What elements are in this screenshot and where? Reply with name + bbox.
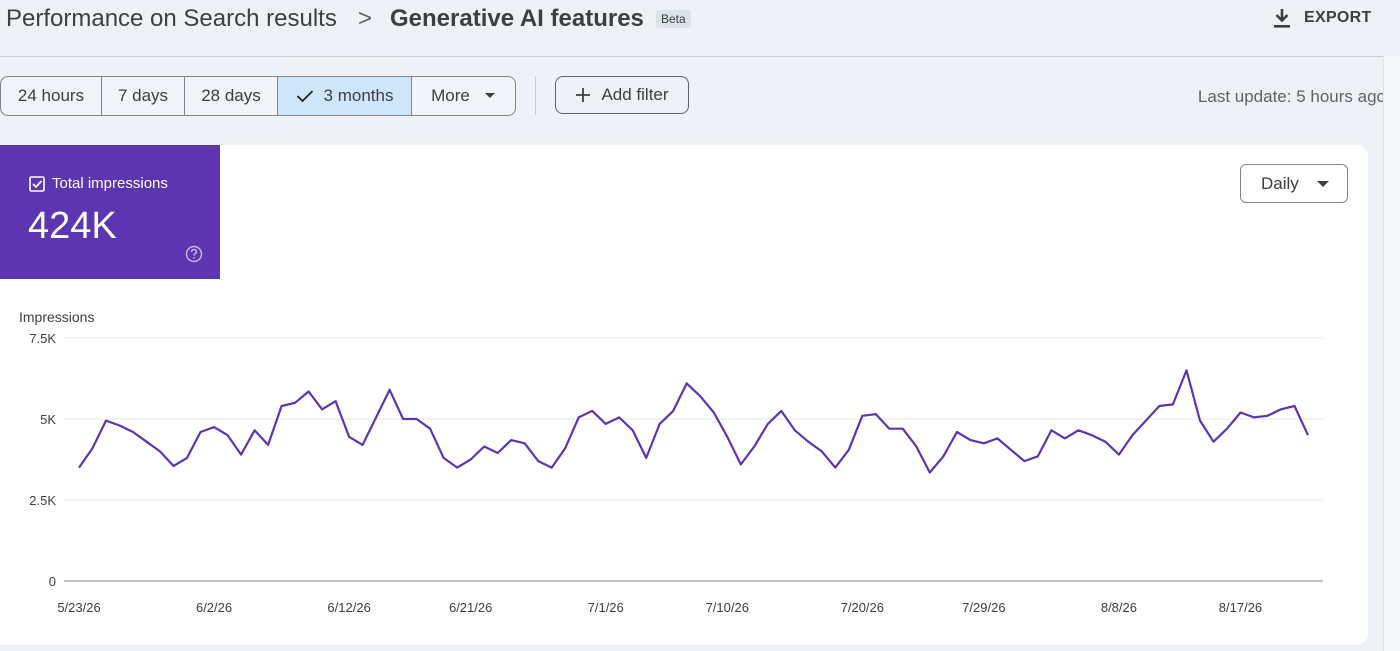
range-7-days-button[interactable]: 7 days bbox=[102, 77, 185, 115]
y-tick-label: 7.5K bbox=[29, 331, 56, 346]
scrollbar-track[interactable] bbox=[1383, 56, 1400, 651]
export-button[interactable]: EXPORT bbox=[1272, 6, 1372, 30]
toolbar-divider bbox=[535, 76, 536, 115]
impressions-chart: Impressions 0 2.5K 5K 7.5K 5/23/26 6/2/26 6/1… bbox=[19, 309, 1323, 615]
breadcrumb-separator: > bbox=[358, 5, 373, 32]
export-label: EXPORT bbox=[1304, 9, 1372, 26]
range-label: 24 hours bbox=[17, 86, 85, 105]
metric-value: 424K bbox=[28, 205, 117, 247]
impressions-series-line[interactable] bbox=[78, 369, 1309, 474]
range-label: 28 days bbox=[201, 86, 261, 105]
range-label: More bbox=[431, 86, 470, 105]
page-header: Performance on Search results > Generati… bbox=[0, 0, 1400, 57]
y-axis-label: Impressions bbox=[19, 309, 94, 325]
x-tick-label: 7/20/26 bbox=[841, 600, 884, 615]
x-tick-label: 8/8/26 bbox=[1101, 600, 1137, 615]
date-range-selector: 24 hours 7 days 28 days 3 months More bbox=[0, 76, 516, 116]
range-3-months-button[interactable]: 3 months bbox=[278, 77, 412, 115]
help-icon[interactable] bbox=[185, 245, 203, 263]
x-tick-label: 6/2/26 bbox=[196, 600, 232, 615]
x-tick-label: 7/10/26 bbox=[706, 600, 749, 615]
metric-total-impressions[interactable]: Total impressions 424K bbox=[0, 145, 220, 279]
x-tick-label: 7/1/26 bbox=[588, 600, 624, 615]
x-tick-label: 6/12/26 bbox=[327, 600, 370, 615]
page-title: Generative AI features bbox=[390, 5, 644, 32]
range-24-hours-button[interactable]: 24 hours bbox=[1, 77, 102, 115]
range-label: 7 days bbox=[117, 86, 169, 105]
add-filter-label: Add filter bbox=[601, 85, 669, 104]
range-more-button[interactable]: More bbox=[412, 77, 515, 115]
download-icon bbox=[1274, 9, 1290, 28]
granularity-label: Daily bbox=[1261, 173, 1299, 193]
caret-down-icon bbox=[484, 93, 495, 98]
check-icon bbox=[296, 90, 313, 103]
range-label: 3 months bbox=[323, 86, 394, 105]
performance-card: Impressions 0 2.5K 5K 7.5K 5/23/26 6/2/26 6/1… bbox=[0, 145, 1368, 645]
breadcrumb-parent[interactable]: Performance on Search results bbox=[6, 5, 337, 32]
y-tick-label: 5K bbox=[40, 412, 56, 427]
granularity-dropdown[interactable]: Daily bbox=[1240, 164, 1348, 203]
x-tick-label: 8/17/26 bbox=[1219, 600, 1262, 615]
x-tick-label: 6/21/26 bbox=[449, 600, 492, 615]
y-tick-label: 0 bbox=[49, 574, 56, 589]
caret-down-icon bbox=[1317, 181, 1329, 187]
metric-label: Total impressions bbox=[52, 175, 168, 192]
x-tick-label: 7/29/26 bbox=[962, 600, 1005, 615]
plus-icon bbox=[576, 88, 591, 102]
checkbox-checked-icon[interactable] bbox=[29, 176, 45, 192]
add-filter-button[interactable]: Add filter bbox=[555, 76, 689, 114]
beta-badge: Beta bbox=[656, 10, 691, 28]
range-28-days-button[interactable]: 28 days bbox=[185, 77, 278, 115]
last-update-text: Last update: 5 hours ago bbox=[1197, 87, 1386, 106]
x-tick-label: 5/23/26 bbox=[57, 600, 100, 615]
y-tick-label: 2.5K bbox=[29, 493, 56, 508]
